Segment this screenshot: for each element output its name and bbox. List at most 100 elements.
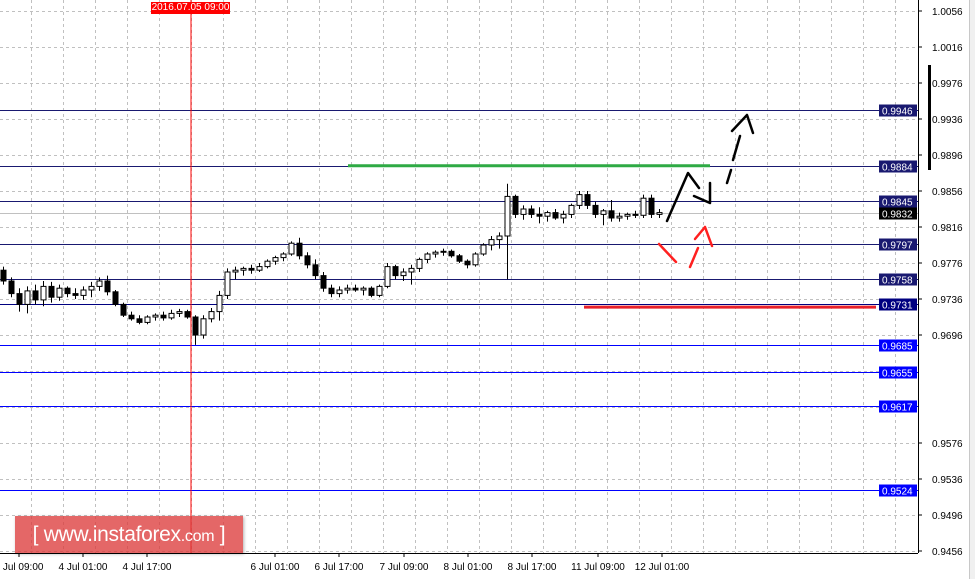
level-label: 0.9524: [882, 487, 913, 498]
candle-body: [640, 197, 647, 216]
level-label: 0.9797: [882, 241, 913, 252]
candle: [624, 212, 631, 220]
candle: [496, 232, 503, 249]
candle-body: [96, 280, 103, 287]
candle-body: [328, 287, 335, 295]
candle-body: [48, 285, 55, 298]
candle: [480, 243, 487, 256]
level-label-box: [879, 273, 917, 286]
y-tick-label: 0.9496: [932, 511, 963, 522]
candle-body: [216, 294, 223, 313]
candle: [312, 259, 319, 280]
candle-body: [32, 290, 39, 301]
candle: [216, 290, 223, 321]
candle: [64, 286, 71, 298]
candle: [248, 264, 255, 274]
candle-body: [648, 197, 655, 215]
candle: [168, 309, 175, 320]
candle: [656, 209, 663, 218]
instaforex-watermark-logo: [ www.instaforex.com ]: [15, 516, 243, 553]
candle-body: [88, 285, 95, 291]
candle-body: [480, 244, 487, 255]
level-label: 0.9758: [882, 276, 913, 287]
x-tick-label: 11 Jul 09:00: [571, 562, 625, 573]
candle: [456, 254, 463, 263]
candle-body: [576, 194, 583, 206]
candle: [552, 209, 559, 220]
candle: [288, 241, 295, 256]
drawn-lines: [348, 164, 876, 309]
candle-body: [488, 239, 495, 246]
candle-body: [80, 289, 87, 296]
level-label: 0.9845: [882, 198, 913, 209]
level-label-box: [879, 104, 917, 117]
candle-body: [568, 204, 575, 215]
candle: [400, 268, 407, 281]
candle: [576, 191, 583, 209]
candle: [424, 252, 431, 263]
level-label: 0.9731: [882, 301, 913, 312]
candle-body: [352, 287, 359, 291]
candle-body: [40, 285, 47, 301]
candle-body: [112, 291, 119, 305]
candle-body: [464, 260, 471, 266]
candle-body: [656, 212, 663, 215]
candle: [96, 277, 103, 291]
candle-body: [528, 208, 535, 215]
candle-body: [608, 210, 615, 219]
candle-body: [168, 312, 175, 319]
candle: [232, 266, 239, 280]
candle: [48, 281, 55, 303]
candle-body: [152, 314, 159, 318]
candle-body: [472, 253, 479, 266]
candle: [80, 286, 87, 300]
level-label-box: [879, 339, 917, 352]
candle-body: [456, 255, 463, 262]
candle: [32, 284, 39, 305]
candle: [488, 236, 495, 251]
candle-body: [600, 210, 607, 215]
price-axis: 1.0056 1.0016 0.9976 0.9936 0.9896 0.9856 0.98…: [918, 7, 963, 558]
candle-body: [264, 260, 271, 268]
candle: [8, 277, 15, 298]
y-tick-label: 0.9776: [932, 259, 963, 270]
level-label-box: [879, 160, 917, 173]
candle-body: [120, 303, 127, 316]
x-tick-label: 7 Jul 09:00: [380, 562, 429, 573]
candle-body: [384, 266, 391, 287]
y-tick-label: 0.9816: [932, 223, 963, 234]
candle-body: [624, 213, 631, 217]
candle-body: [280, 253, 287, 259]
scale-handle[interactable]: [928, 65, 931, 170]
candle: [384, 263, 391, 289]
x-tick-label: 4 Jul 01:00: [59, 562, 108, 573]
level-label: 0.9884: [882, 163, 913, 174]
candle: [368, 286, 375, 298]
candle-body: [344, 287, 351, 291]
candle-body: [512, 195, 519, 215]
y-tick-label: 0.9736: [932, 295, 963, 306]
candle: [112, 290, 119, 307]
candle: [256, 263, 263, 272]
candle: [544, 210, 551, 222]
candle: [200, 315, 207, 339]
y-tick-label: 0.9696: [932, 331, 963, 342]
candle: [0, 266, 7, 285]
candle: [440, 248, 447, 256]
candle: [328, 284, 335, 298]
forecast-arrow-black-dashed: [725, 113, 755, 185]
candle: [184, 309, 191, 319]
y-tick-label: 0.9456: [932, 547, 963, 558]
candle: [272, 255, 279, 265]
level-label-box: [879, 484, 917, 497]
candle: [600, 209, 607, 226]
candle-body: [136, 318, 143, 323]
y-tick-label: 1.0056: [932, 7, 963, 18]
candle-body: [360, 287, 367, 291]
level-label: 0.9617: [882, 403, 913, 414]
x-tick-label: 8 Jul 01:00: [444, 562, 493, 573]
candle: [560, 210, 567, 224]
right-panel-strip: [969, 0, 975, 579]
level-label-box: [879, 366, 917, 379]
